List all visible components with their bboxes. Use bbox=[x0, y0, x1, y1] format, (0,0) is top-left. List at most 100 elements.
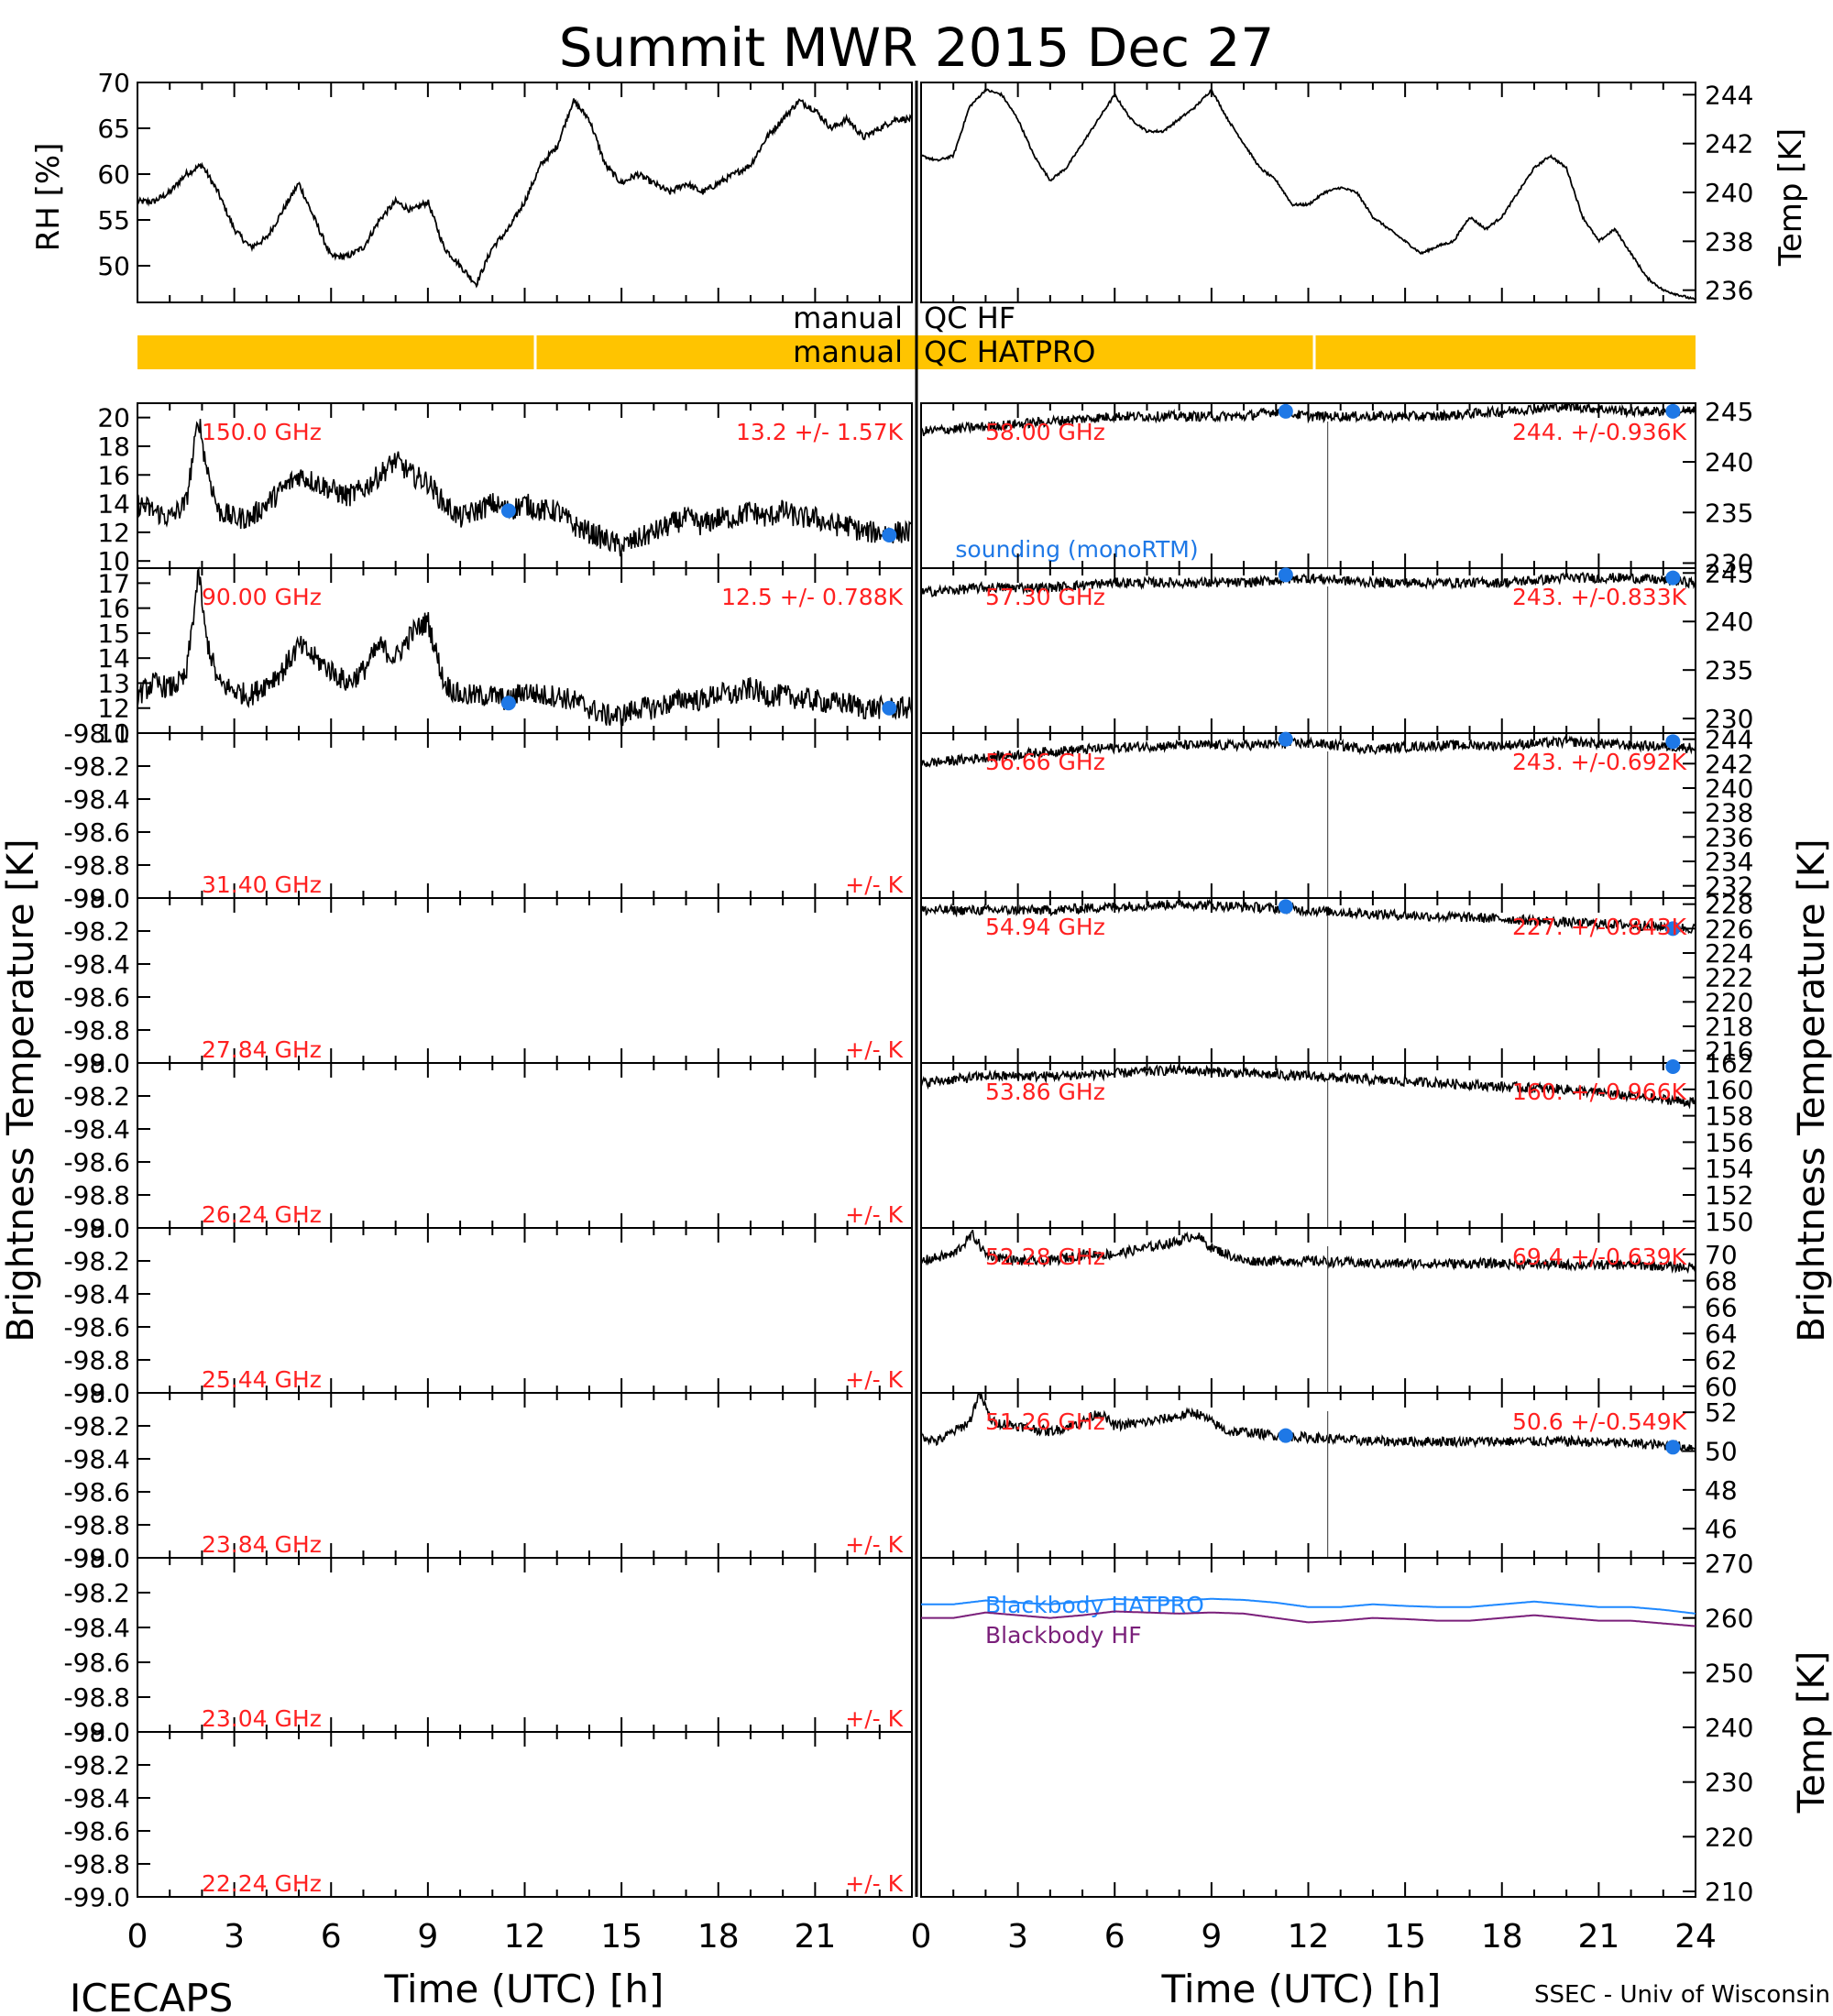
y-tick-label: 55 bbox=[97, 205, 130, 236]
panel-ch2624: -98.0-98.2-98.4-98.6-98.8-99.0 26.24 GHz +… bbox=[64, 1048, 913, 1244]
y-tick-label: 65 bbox=[97, 114, 130, 144]
frequency-label: 52.28 GHz bbox=[985, 1244, 1105, 1270]
y-tick-label: 236 bbox=[1705, 822, 1753, 852]
stats-label: +/- K bbox=[845, 1366, 903, 1393]
footer-right: SSEC - Univ of Wisconsin bbox=[1534, 1981, 1830, 2009]
y-tick-label: -98.8 bbox=[64, 1682, 130, 1713]
y-tick-label: 11 bbox=[97, 718, 130, 749]
tb-right-axis-label: Brightness Temperature [K] bbox=[1791, 838, 1833, 1342]
stats-label: 243. +/-0.692K bbox=[1512, 749, 1687, 775]
y-tick-label: 154 bbox=[1705, 1154, 1753, 1184]
y-tick-label: 16 bbox=[97, 460, 130, 490]
temp-panel-frame bbox=[920, 82, 1696, 303]
frequency-label: 31.40 GHz bbox=[202, 871, 322, 898]
y-tick-label: -98.4 bbox=[64, 1279, 130, 1309]
sounding-label: sounding (monoRTM) bbox=[955, 536, 1198, 563]
frequency-label: 51.26 GHz bbox=[985, 1408, 1105, 1435]
stats-label: 13.2 +/- 1.57K bbox=[736, 419, 904, 445]
y-tick-label: -98.8 bbox=[64, 1849, 130, 1879]
y-tick-label: 240 bbox=[1705, 178, 1753, 208]
frequency-label: 150.0 GHz bbox=[202, 419, 322, 445]
temp-trace bbox=[920, 88, 1696, 301]
y-tick-label: -98.4 bbox=[64, 1613, 130, 1643]
y-tick-label: -99.0 bbox=[64, 1378, 130, 1408]
stats-label: +/- K bbox=[845, 1201, 903, 1228]
x-tick-label: 21 bbox=[794, 1918, 836, 1956]
y-tick-label: 66 bbox=[1705, 1292, 1738, 1322]
panel-ch3140: -98.0-98.2-98.4-98.6-98.8-99.0 31.40 GHz +… bbox=[64, 718, 913, 914]
y-tick-label: 52 bbox=[1705, 1397, 1738, 1428]
footer-left: ICECAPS bbox=[70, 1976, 233, 2016]
y-tick-label: 70 bbox=[1705, 1240, 1738, 1270]
y-tick-label: 236 bbox=[1705, 276, 1753, 306]
panel-ch2224: -98.0-98.2-98.4-98.6-98.8-99.0 22.24 GHz +… bbox=[64, 1717, 913, 1912]
y-tick-label: -98.4 bbox=[64, 784, 130, 815]
x-axis-label-left: Time (UTC) [h] bbox=[384, 1967, 664, 2011]
qc-hf-right-label: QC HF bbox=[924, 301, 1015, 335]
sounding-point bbox=[882, 700, 897, 716]
trace-ch5126 bbox=[920, 1393, 1696, 1454]
frequency-label: 22.24 GHz bbox=[202, 1870, 322, 1897]
y-tick-label: 156 bbox=[1705, 1127, 1753, 1157]
sounding-point bbox=[1665, 1440, 1681, 1455]
y-tick-label: 15 bbox=[97, 619, 130, 649]
panel-ch2784: -98.0-98.2-98.4-98.6-98.8-99.0 27.84 GHz +… bbox=[64, 883, 913, 1079]
y-tick-label: 46 bbox=[1705, 1514, 1738, 1544]
y-tick-label: -98.2 bbox=[64, 1578, 130, 1608]
y-tick-label: 14 bbox=[97, 489, 130, 520]
x-tick-label: 0 bbox=[127, 1918, 148, 1956]
y-tick-label: 222 bbox=[1705, 963, 1753, 993]
panel-ch2384: -98.0-98.2-98.4-98.6-98.8-99.0 23.84 GHz +… bbox=[64, 1378, 913, 1573]
y-tick-label: -98.0 bbox=[64, 718, 130, 749]
x-axis-label-right: Time (UTC) [h] bbox=[1161, 1967, 1442, 2011]
y-tick-label: -98.2 bbox=[64, 1246, 130, 1276]
y-tick-label: -98.2 bbox=[64, 916, 130, 947]
rh-trace bbox=[137, 98, 913, 289]
sounding-point bbox=[1278, 567, 1293, 583]
y-tick-label: 220 bbox=[1705, 1822, 1753, 1852]
sounding-point bbox=[1665, 570, 1681, 586]
sounding-point bbox=[1278, 731, 1293, 747]
frequency-label: 23.84 GHz bbox=[202, 1531, 322, 1558]
y-tick-label: -98.4 bbox=[64, 1444, 130, 1474]
y-tick-label: 224 bbox=[1705, 938, 1753, 969]
y-tick-label: -98.2 bbox=[64, 1081, 130, 1112]
y-tick-label: -98.0 bbox=[64, 1048, 130, 1079]
stats-label: 69.4 +/-0.639K bbox=[1512, 1244, 1687, 1270]
sounding-point bbox=[1278, 403, 1293, 419]
sounding-point bbox=[1665, 1059, 1681, 1074]
panel-ch2304: -98.0 -98.2 -98.4 -98.6 -98.8 -99.0 23.04 GHz +… bbox=[64, 1543, 913, 1748]
y-tick-label: 230 bbox=[1705, 704, 1753, 734]
y-tick-label: 48 bbox=[1705, 1475, 1738, 1506]
stats-label: +/- K bbox=[845, 1870, 903, 1897]
qc-hatpro-left-label: manual bbox=[793, 334, 903, 369]
panel-ch58: 230 235 240 245 58.00 GHz 244. +/-0.936K bbox=[920, 397, 1753, 578]
y-tick-label: 232 bbox=[1705, 871, 1753, 902]
x-tick-label: 12 bbox=[1288, 1918, 1330, 1956]
stats-label: 160. +/-0.966K bbox=[1512, 1079, 1687, 1105]
y-tick-label: -98.6 bbox=[64, 1648, 130, 1678]
y-tick-label: 160 bbox=[1705, 1075, 1753, 1105]
x-tick-label: 9 bbox=[1201, 1918, 1222, 1956]
trace-ch150 bbox=[137, 419, 913, 557]
x-tick-label: 6 bbox=[1104, 1918, 1125, 1956]
x-tick-label: 0 bbox=[911, 1918, 932, 1956]
x-tick-label: 3 bbox=[1007, 1918, 1028, 1956]
temp-axis-label: Temp [K] bbox=[1773, 128, 1809, 267]
y-tick-label: 152 bbox=[1705, 1180, 1753, 1211]
y-tick-label: -98.6 bbox=[64, 982, 130, 1013]
y-tick-label: -98.8 bbox=[64, 1015, 130, 1046]
y-tick-label: -98.8 bbox=[64, 1510, 130, 1540]
y-tick-label: 242 bbox=[1705, 749, 1753, 779]
frequency-label: 25.44 GHz bbox=[202, 1366, 322, 1393]
y-tick-label: -98.4 bbox=[64, 1114, 130, 1145]
x-tick-label: 24 bbox=[1674, 1918, 1717, 1956]
frequency-label: 54.94 GHz bbox=[985, 914, 1105, 940]
y-tick-label: 16 bbox=[97, 594, 130, 624]
stats-label: +/- K bbox=[845, 871, 903, 898]
trace-ch5386 bbox=[920, 1062, 1696, 1110]
y-tick-label: -99.0 bbox=[64, 1048, 130, 1079]
stats-label: +/- K bbox=[845, 1531, 903, 1558]
x-tick-label: 18 bbox=[697, 1918, 740, 1956]
